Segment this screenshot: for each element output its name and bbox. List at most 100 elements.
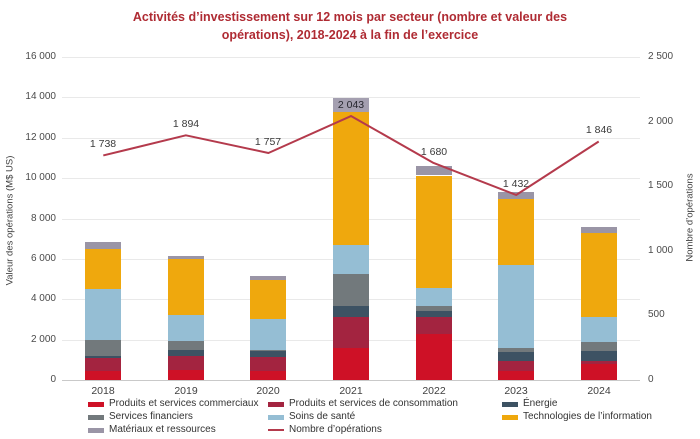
x-axis-label: 2020	[256, 385, 280, 397]
line-data-label: 1 680	[420, 146, 448, 158]
bar-segment	[168, 258, 204, 316]
bar-segment	[168, 340, 204, 350]
x-axis-label: 2022	[422, 385, 446, 397]
bar-segment	[85, 370, 121, 380]
right-axis-tick-label: 0	[648, 374, 654, 385]
bar-segment	[581, 360, 617, 364]
bar-segment	[168, 355, 204, 370]
legend-label: Produits et services de consommation	[289, 398, 458, 409]
x-axis-label: 2021	[339, 385, 363, 397]
bar-segment	[498, 351, 534, 361]
legend-label: Énergie	[523, 398, 558, 409]
grid-line	[62, 380, 640, 381]
bar-segment	[85, 289, 121, 340]
legend-label: Produits et services commerciaux	[109, 398, 259, 409]
bar-segment	[250, 350, 286, 357]
x-axis-label: 2018	[91, 385, 115, 397]
legend-line-swatch	[268, 429, 284, 431]
bar-segment	[416, 287, 452, 306]
x-axis-label: 2023	[504, 385, 528, 397]
bar-segment	[333, 317, 369, 348]
bar-segment	[416, 310, 452, 318]
grid-line	[62, 57, 640, 58]
legend-color-swatch	[502, 415, 518, 420]
legend-label: Nombre d’opérations	[289, 424, 382, 435]
bar-segment	[168, 315, 204, 341]
chart-title-line1: Activités d’investissement sur 12 mois p…	[132, 10, 568, 24]
bar-segment	[581, 232, 617, 318]
bar-segment	[498, 370, 534, 380]
bar-segment	[85, 357, 121, 371]
chart-title-line2: opérations), 2018-2024 à la fin de l’exe…	[221, 27, 479, 42]
legend-color-swatch	[88, 428, 104, 433]
left-axis-tick-label: 8 000	[30, 213, 56, 224]
bar-segment	[85, 355, 121, 358]
line-data-label: 1 757	[254, 136, 282, 148]
legend-color-swatch	[268, 415, 284, 420]
left-axis-tick-label: 4 000	[30, 293, 56, 304]
bar-segment	[416, 333, 452, 380]
bar-segment	[333, 306, 369, 318]
right-axis-tick-label: 2 000	[648, 116, 674, 127]
line-data-label: 1 432	[502, 178, 530, 190]
line-data-label: 1 846	[585, 124, 613, 136]
bar-segment	[416, 317, 452, 334]
bar-segment	[498, 199, 534, 265]
bar-segment	[85, 339, 121, 356]
bar-segment	[250, 280, 286, 320]
legend-label: Services financiers	[109, 411, 193, 422]
bar-segment	[498, 264, 534, 348]
bar-segment	[416, 175, 452, 288]
right-axis-tick-label: 1 500	[648, 180, 674, 191]
bar-segment	[581, 341, 617, 351]
line-data-label: 2 043	[319, 98, 383, 112]
bar-segment	[416, 166, 452, 176]
legend-label: Soins de santé	[289, 411, 356, 422]
bar-segment	[333, 111, 369, 245]
bar-segment	[168, 369, 204, 380]
left-axis-tick-label: 10 000	[25, 172, 56, 183]
grid-line	[62, 97, 640, 98]
left-axis-tick-label: 0	[50, 374, 56, 385]
bar-segment	[85, 248, 121, 290]
legend-color-swatch	[88, 402, 104, 407]
bar-segment	[250, 349, 286, 351]
legend-label: Matériaux et ressources	[109, 424, 216, 435]
legend-label: Technologies de l’information	[523, 411, 652, 422]
bar-segment	[333, 244, 369, 274]
bar-segment	[250, 370, 286, 380]
bar-segment	[168, 255, 204, 259]
chart-title: Activités d’investissement sur 12 mois p…	[110, 9, 590, 44]
bar-segment	[498, 347, 534, 352]
highlighted-line-data-label: 2 043	[332, 98, 370, 112]
bar-segment	[416, 305, 452, 311]
bar-segment	[250, 276, 286, 281]
bar-segment	[581, 350, 617, 361]
x-axis-label: 2024	[587, 385, 611, 397]
bar-segment	[250, 356, 286, 371]
bar-segment	[333, 347, 369, 380]
bar-segment	[250, 319, 286, 350]
right-axis-tick-label: 2 500	[648, 51, 674, 62]
bar-segment	[581, 363, 617, 380]
line-data-label: 1 738	[89, 138, 117, 150]
left-axis-tick-label: 6 000	[30, 253, 56, 264]
right-axis-tick-label: 500	[648, 309, 665, 320]
left-axis-tick-label: 2 000	[30, 334, 56, 345]
legend-color-swatch	[268, 402, 284, 407]
x-axis-label: 2019	[174, 385, 198, 397]
bar-segment	[581, 317, 617, 342]
legend-color-swatch	[88, 415, 104, 420]
line-data-label: 1 894	[172, 118, 200, 130]
right-axis-tick-label: 1 000	[648, 245, 674, 256]
bar-segment	[168, 349, 204, 356]
bar-segment	[581, 226, 617, 233]
bar-segment	[333, 274, 369, 307]
bar-segment	[498, 192, 534, 200]
bar-segment	[498, 360, 534, 371]
left-axis-tick-label: 14 000	[25, 91, 56, 102]
bar-segment	[85, 241, 121, 249]
left-axis-tick-label: 12 000	[25, 132, 56, 143]
